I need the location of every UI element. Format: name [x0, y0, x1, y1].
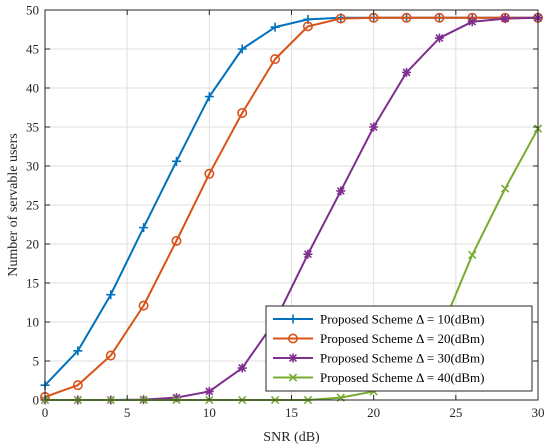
data-point-plus	[288, 314, 298, 324]
y-axis-title: Number of servable users	[6, 133, 21, 276]
data-point-circle	[72, 380, 83, 391]
data-point-star	[369, 122, 379, 132]
x-tick-label: 0	[42, 405, 49, 420]
data-point-circle	[401, 12, 412, 23]
data-point-circle	[434, 12, 445, 23]
legend-item: Proposed Scheme Δ = 30(dBm)	[273, 351, 484, 366]
data-point-star	[336, 186, 346, 196]
x-tick-label: 15	[285, 405, 298, 420]
axis-ticks: 0 5 10 15 20 25 30 0 5 10 15 20 25 30 35 40 45 50	[26, 3, 545, 421]
data-point-star	[500, 14, 510, 24]
data-point-star	[204, 386, 214, 396]
legend-label: Proposed Scheme Δ = 20(dBm)	[320, 331, 484, 346]
data-point-star	[171, 393, 181, 403]
legend-label: Proposed Scheme Δ = 40(dBm)	[320, 370, 484, 385]
y-tick-label: 45	[26, 42, 39, 57]
x-tick-label: 10	[203, 405, 216, 420]
data-point-circle	[105, 350, 116, 361]
y-tick-label: 25	[26, 198, 39, 213]
legend-item: Proposed Scheme Δ = 20(dBm)	[273, 331, 484, 346]
x-tick-label: 30	[532, 405, 545, 420]
y-tick-label: 20	[26, 237, 39, 252]
series-line	[44, 16, 538, 398]
x-tick-label: 20	[367, 405, 380, 420]
legend: Proposed Scheme Δ = 10(dBm) Proposed Sche…	[265, 305, 533, 392]
y-tick-label: 35	[26, 120, 39, 135]
y-tick-label: 30	[26, 159, 39, 174]
data-point-x	[500, 184, 510, 193]
y-tick-label: 0	[33, 393, 40, 408]
x-axis-title: SNR (dB)	[263, 430, 320, 445]
data-point-plus	[171, 156, 181, 166]
data-point-circle	[171, 235, 182, 246]
data-point-star	[237, 363, 247, 373]
data-point-circle	[204, 168, 215, 179]
y-tick-label: 10	[26, 315, 39, 330]
data-point-x	[468, 250, 477, 260]
legend-item: Proposed Scheme Δ = 10(dBm)	[273, 312, 484, 327]
x-tick-label: 5	[124, 405, 131, 420]
y-tick-label: 50	[26, 3, 39, 18]
data-point-circle	[237, 107, 248, 118]
y-tick-label: 15	[26, 276, 39, 291]
data-point-circle	[138, 300, 149, 311]
legend-label: Proposed Scheme Δ = 10(dBm)	[320, 312, 484, 327]
data-point-circle	[302, 21, 313, 32]
data-point-star	[288, 353, 298, 363]
data-point-plus	[204, 92, 214, 102]
data-point-star	[467, 17, 477, 27]
y-tick-label: 40	[26, 81, 39, 96]
legend-label: Proposed Scheme Δ = 30(dBm)	[320, 351, 484, 366]
data-point-plus	[106, 290, 116, 300]
data-point-x	[288, 373, 298, 382]
y-tick-label: 5	[33, 354, 40, 369]
data-point-plus	[139, 223, 149, 233]
data-point-plus	[270, 22, 280, 32]
legend-item: Proposed Scheme Δ = 40(dBm)	[273, 370, 484, 385]
data-point-circle	[270, 54, 281, 65]
x-tick-label: 25	[449, 405, 462, 420]
data-point-circle	[287, 333, 298, 344]
data-point-circle	[335, 13, 346, 24]
data-point-star	[402, 67, 412, 77]
data-point-star	[303, 249, 313, 259]
data-point-plus	[237, 44, 247, 54]
data-point-plus	[73, 346, 83, 356]
data-point-star	[434, 33, 444, 43]
